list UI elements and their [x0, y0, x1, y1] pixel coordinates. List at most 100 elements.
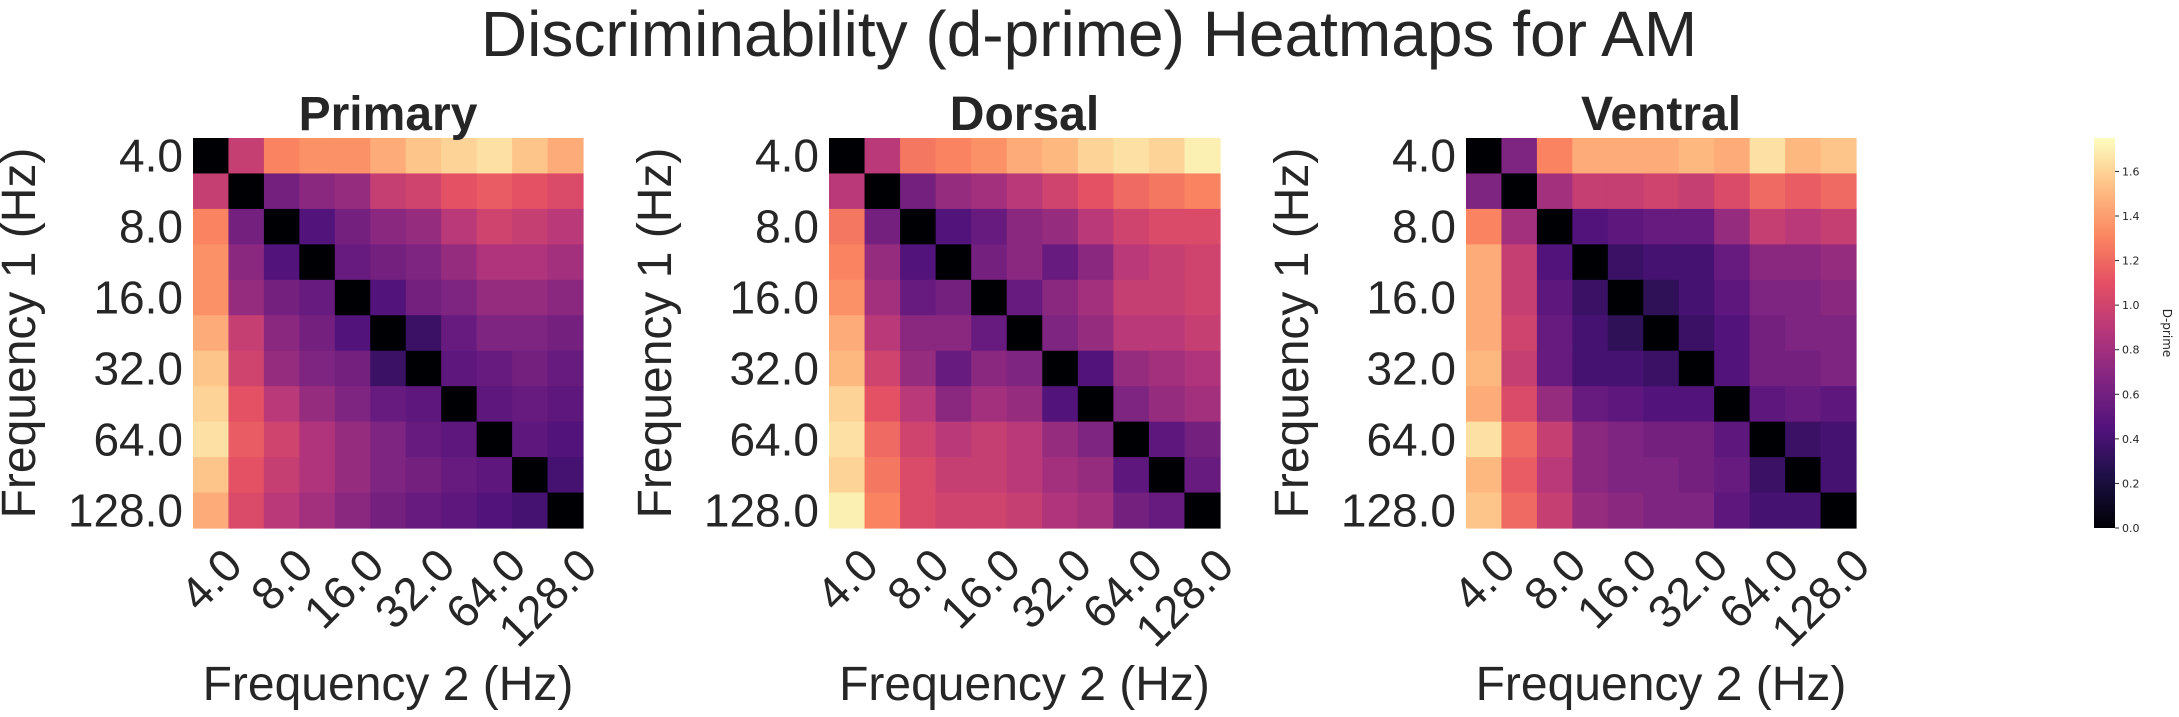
heatmap-cell: [1466, 279, 1503, 316]
heatmap-cell: [864, 173, 901, 210]
heatmap-cell: [864, 386, 901, 423]
heatmap-cell: [1148, 457, 1186, 494]
heatmap-cell: [935, 421, 972, 458]
heatmap-cell: [829, 244, 866, 281]
heatmap-cell: [547, 386, 584, 423]
heatmap-cell: [1572, 208, 1609, 245]
y-tick-label: 16.0: [729, 272, 819, 324]
heatmap-cell: [334, 421, 371, 458]
heatmap-cell: [512, 492, 549, 529]
heatmap-cell: [1820, 421, 1857, 458]
heatmap-cell: [1678, 279, 1715, 316]
heatmap-cell: [1678, 208, 1715, 245]
heatmap-panels: Primary4.08.016.032.064.0128.04.08.016.0…: [0, 88, 1879, 711]
heatmap-cell: [263, 315, 300, 352]
heatmap-cell: [1042, 315, 1079, 352]
y-tick-label: 8.0: [119, 201, 183, 253]
heatmap-cell: [1466, 208, 1503, 245]
heatmap-cell: [1184, 350, 1221, 387]
heatmap-cell: [193, 279, 230, 316]
heatmap-cell: [228, 244, 265, 281]
heatmap-cell: [1678, 173, 1715, 210]
heatmap-cell: [263, 244, 300, 281]
heatmap-dorsal: Dorsal4.08.016.032.064.0128.04.08.016.03…: [629, 88, 1243, 711]
heatmap-cell: [1042, 492, 1079, 529]
heatmap-cell: [193, 173, 230, 210]
heatmap-cell: [1607, 138, 1644, 175]
heatmap-cell: [1113, 421, 1150, 458]
heatmap-cell: [512, 279, 549, 316]
heatmap-primary: Primary4.08.016.032.064.0128.04.08.016.0…: [0, 88, 606, 711]
heatmap-cell: [299, 138, 336, 175]
heatmap-cell: [1113, 386, 1150, 423]
heatmap-cell: [193, 208, 230, 245]
colorbar-tick-label: 0.2: [2122, 477, 2140, 490]
heatmap-cell: [193, 244, 230, 281]
heatmap-cell: [1572, 244, 1609, 281]
colorbar-tick-label: 0.0: [2122, 522, 2140, 535]
heatmap-cell: [405, 173, 442, 210]
heatmap-cell: [476, 208, 513, 245]
heatmap-cell: [1184, 386, 1221, 423]
heatmap-cell: [1466, 173, 1503, 210]
heatmap-cell: [1184, 421, 1221, 458]
heatmap-cell: [193, 350, 230, 387]
heatmap-cell: [441, 315, 478, 352]
heatmap-cell: [547, 279, 584, 316]
heatmap-cell: [1572, 492, 1609, 529]
heatmap-cell: [1572, 173, 1609, 210]
heatmap-cell: [1184, 279, 1221, 316]
y-tick-label: 16.0: [1366, 272, 1456, 324]
heatmap-cell: [1536, 244, 1573, 281]
heatmap-cell: [1820, 279, 1857, 316]
heatmap-cell: [334, 315, 371, 352]
heatmap-cell: [1572, 315, 1609, 352]
heatmap-cell: [334, 173, 371, 210]
heatmap-cell: [1148, 315, 1186, 352]
heatmap-cell: [512, 421, 549, 458]
y-axis-label: Frequency 1 (Hz): [0, 148, 46, 519]
heatmap-cell: [1572, 457, 1609, 494]
heatmap-cell: [900, 244, 937, 281]
heatmap-cell: [334, 386, 371, 423]
heatmap-cell: [228, 315, 265, 352]
heatmap-cell: [1501, 138, 1538, 175]
heatmap-cell: [1501, 173, 1538, 210]
heatmap-cell: [935, 138, 972, 175]
heatmap-cell: [441, 421, 478, 458]
heatmap-cell: [1785, 173, 1822, 210]
heatmap-cell: [1006, 492, 1043, 529]
heatmap-cell: [441, 386, 478, 423]
heatmap-cell: [1466, 350, 1503, 387]
heatmap-cell: [1749, 244, 1786, 281]
heatmap-cell: [547, 208, 584, 245]
heatmap-cell: [370, 279, 407, 316]
heatmap-cell: [1077, 350, 1114, 387]
heatmap-cell: [1678, 421, 1715, 458]
heatmap-cell: [829, 386, 866, 423]
heatmap-cell: [1643, 457, 1680, 494]
heatmap-cell: [1820, 208, 1857, 245]
heatmap-cell: [935, 208, 972, 245]
panel-title: Dorsal: [950, 88, 1099, 141]
heatmap-cell: [441, 279, 478, 316]
heatmap-cell: [1785, 208, 1822, 245]
heatmap-cell: [1184, 244, 1221, 281]
heatmap-cell: [935, 173, 972, 210]
x-tick-label: 4.0: [1443, 538, 1525, 620]
heatmap-cell: [829, 208, 866, 245]
heatmap-cell: [299, 315, 336, 352]
heatmap-cell: [1607, 492, 1644, 529]
heatmap-cell: [1678, 457, 1715, 494]
heatmap-cell: [1536, 457, 1573, 494]
heatmap-cell: [476, 457, 513, 494]
y-tick-label: 8.0: [1392, 201, 1456, 253]
heatmap-cell: [476, 492, 513, 529]
heatmap-cell: [334, 138, 371, 175]
heatmap-cell: [512, 244, 549, 281]
y-tick-label: 128.0: [704, 484, 819, 536]
heatmap-cell: [1077, 208, 1114, 245]
heatmap-cell: [370, 173, 407, 210]
x-axis-label: Frequency 2 (Hz): [1476, 658, 1847, 711]
heatmap-cell: [476, 138, 513, 175]
